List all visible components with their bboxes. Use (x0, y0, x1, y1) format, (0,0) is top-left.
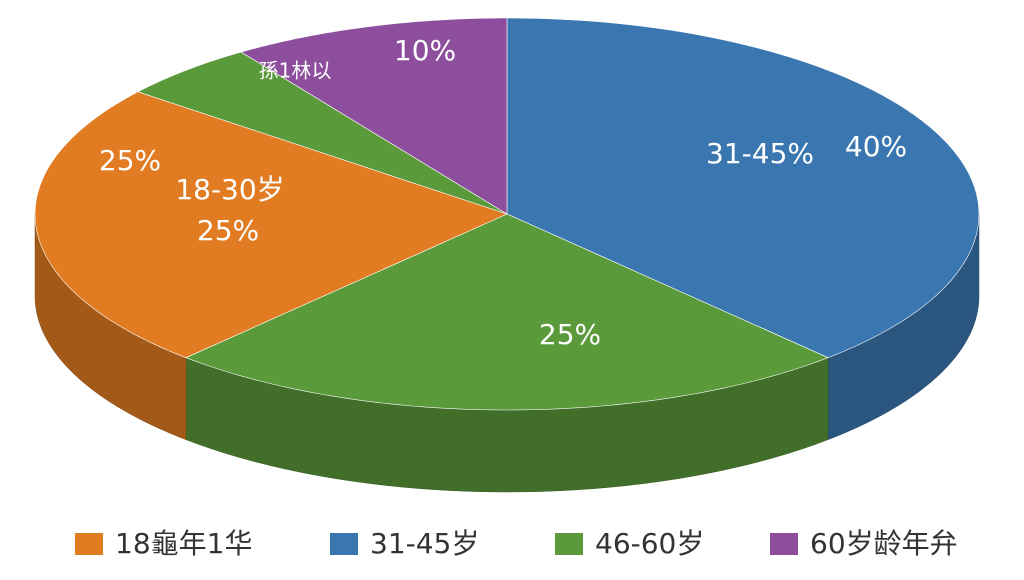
legend-swatch (330, 533, 358, 555)
slice (240, 17, 508, 215)
legend-label: 31-45岁 (370, 527, 479, 560)
slice-label: 18-30岁 (175, 173, 284, 206)
slice-label: 孫1林以 (259, 59, 332, 83)
slice (185, 213, 829, 411)
legend-swatch (75, 533, 103, 555)
value-label: 25% (539, 318, 601, 351)
slice-label: 31-45% (706, 137, 814, 170)
legend-label: 18龜年1华 (115, 527, 252, 560)
value-label: 25% (197, 214, 259, 247)
slice (506, 17, 980, 359)
legend-swatch (770, 533, 798, 555)
slice (34, 91, 508, 359)
annotation: 25% (99, 144, 161, 177)
legend-label: 60岁龄年弁 (810, 527, 958, 560)
value-label: 10% (394, 34, 456, 67)
value-label: 40% (845, 130, 907, 163)
legend-label: 46-60岁 (595, 527, 704, 560)
legend-swatch (555, 533, 583, 555)
slice (137, 51, 508, 215)
